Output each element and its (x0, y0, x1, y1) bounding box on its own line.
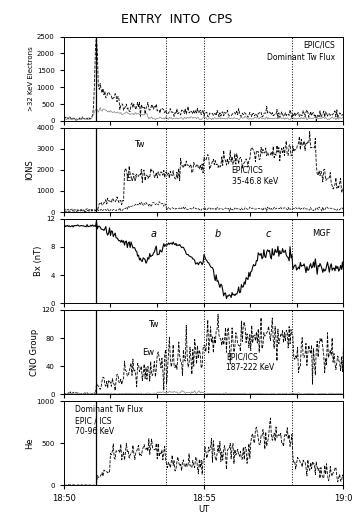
X-axis label: UT: UT (198, 505, 209, 514)
Text: EPIC/ICS: EPIC/ICS (232, 165, 263, 175)
Text: EPIC/ICS: EPIC/ICS (303, 41, 335, 50)
Text: Dominant Tw Flux: Dominant Tw Flux (75, 405, 143, 414)
Text: b: b (215, 229, 221, 239)
Y-axis label: Bx (nT): Bx (nT) (34, 246, 43, 276)
Text: MGF: MGF (312, 229, 330, 238)
Text: Tw: Tw (148, 320, 158, 329)
Text: Tw: Tw (133, 140, 144, 149)
Text: a: a (150, 229, 156, 239)
Text: EPIC/ICS: EPIC/ICS (226, 352, 258, 361)
Text: 35-46.8 KeV: 35-46.8 KeV (232, 176, 278, 186)
Text: 187-222 KeV: 187-222 KeV (226, 363, 274, 372)
Text: Dominant Tw Flux: Dominant Tw Flux (267, 53, 335, 63)
Y-axis label: IONS: IONS (25, 160, 34, 180)
Y-axis label: >32 KeV Electrons: >32 KeV Electrons (28, 46, 34, 111)
Text: ENTRY  INTO  CPS: ENTRY INTO CPS (121, 13, 233, 26)
Text: 70-96 KeV: 70-96 KeV (75, 427, 114, 436)
Text: EPIC / ICS: EPIC / ICS (75, 416, 112, 425)
Text: Ew: Ew (125, 174, 137, 183)
Text: c: c (265, 229, 270, 239)
Y-axis label: He: He (25, 437, 34, 449)
Text: Ew: Ew (142, 348, 154, 357)
Y-axis label: CNO Group: CNO Group (29, 328, 39, 376)
